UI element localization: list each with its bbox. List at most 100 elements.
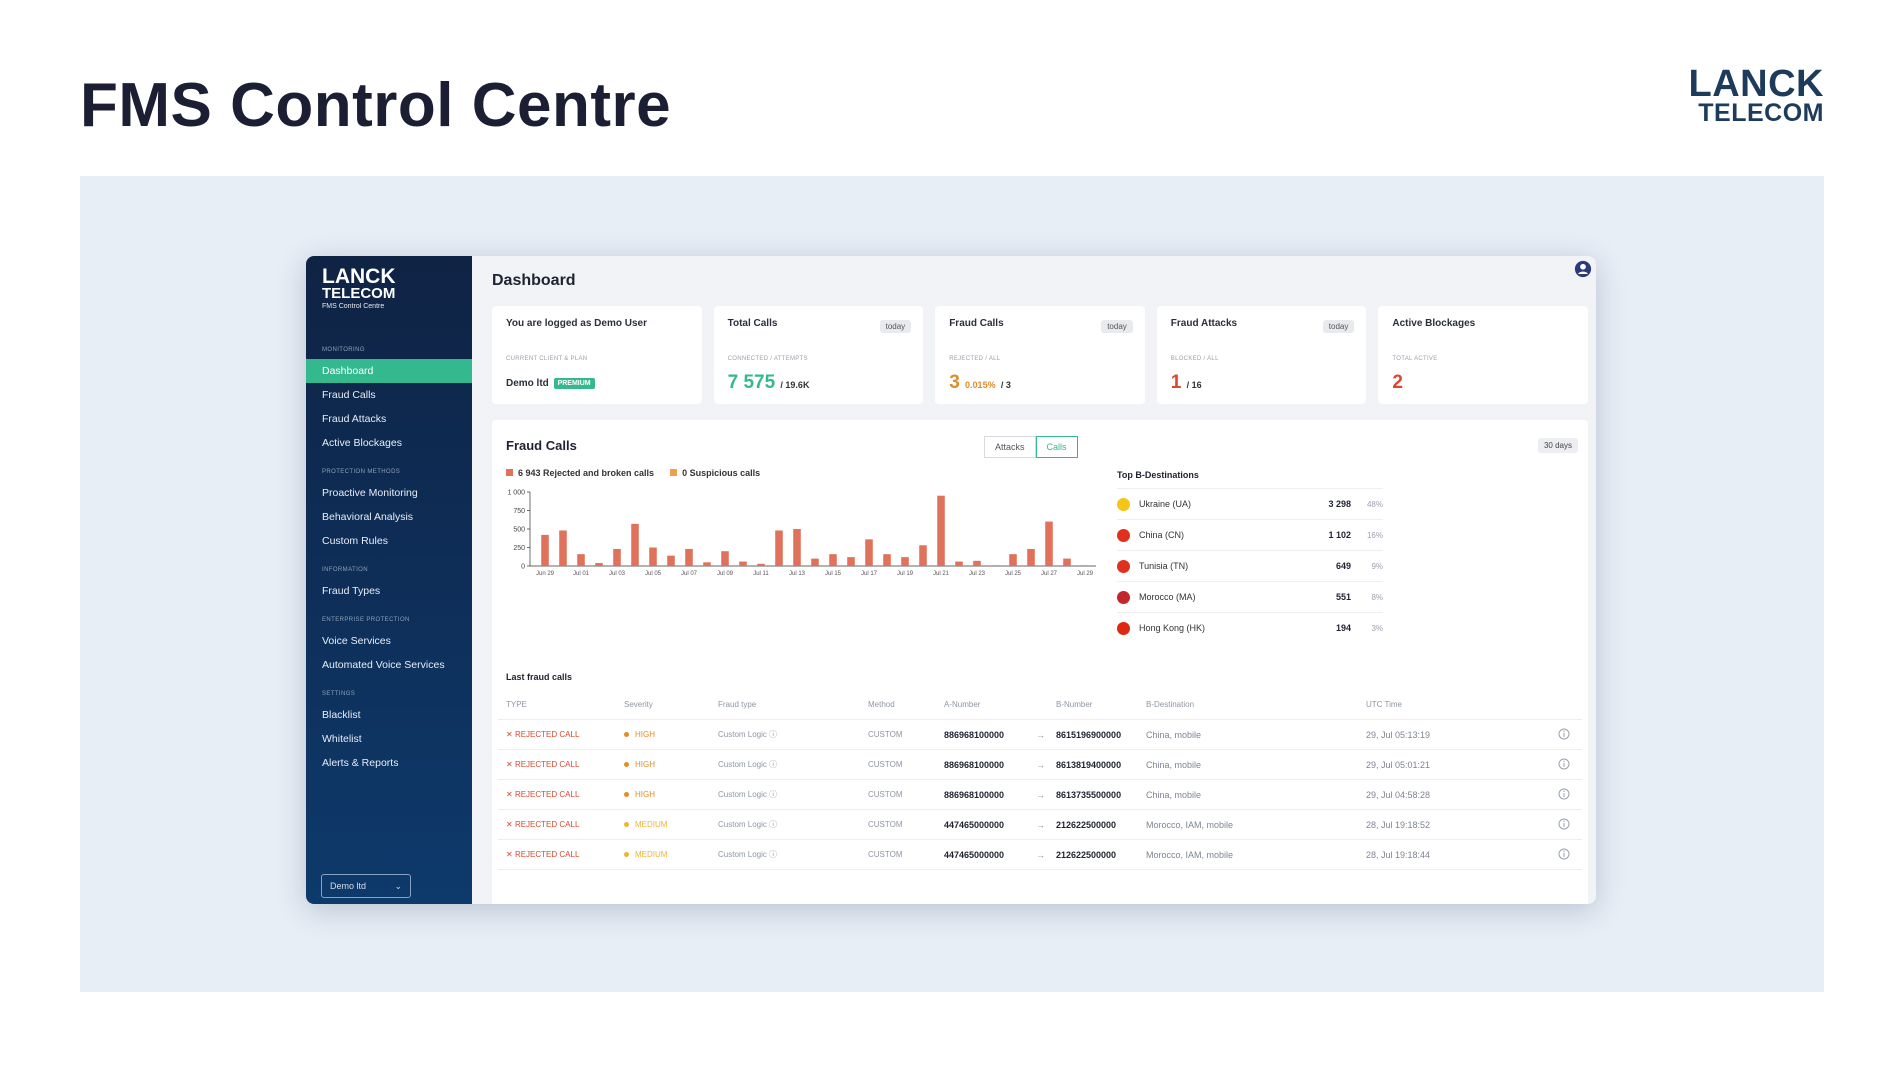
info-icon[interactable] xyxy=(1558,848,1570,860)
card-attacks-sub: BLOCKED / ALL xyxy=(1170,356,1219,362)
row-method: CUSTOM xyxy=(868,820,903,829)
toggle-calls-button[interactable]: Calls xyxy=(1035,436,1078,458)
chart-bar xyxy=(829,554,837,566)
destination-country: Hong Kong (HK) xyxy=(1139,623,1206,633)
row-b-number: 212622500000 xyxy=(1056,819,1117,830)
help-icon[interactable]: ⓘ xyxy=(769,820,778,829)
row-severity: HIGH xyxy=(624,790,718,799)
range-button[interactable]: 30 days xyxy=(1537,438,1578,453)
table-row[interactable]: ✕ REJECTED CALL HIGH Custom Logic ⓘ CUSTOM 8… xyxy=(498,720,1582,750)
destination-pct: 16% xyxy=(1366,530,1383,540)
panel-title: Fraud Calls xyxy=(506,438,577,453)
sidebar-item-active-blockages[interactable]: Active Blockages xyxy=(322,436,402,449)
severity-dot xyxy=(624,732,629,738)
user-account-icon[interactable] xyxy=(1574,260,1592,278)
toggle-attacks-button[interactable]: Attacks xyxy=(984,436,1036,458)
card-total-value: 7 575 / 19.6K xyxy=(728,372,810,394)
row-fraud-type-label: Custom Logic xyxy=(718,820,767,829)
sidebar-item-fraud-types[interactable]: Fraud Types xyxy=(322,584,381,597)
card-total-period[interactable]: today xyxy=(879,320,912,333)
row-b-number: 8615196900000 xyxy=(1056,729,1122,740)
col-type: TYPE xyxy=(506,700,527,709)
row-utc-time: 28, Jul 19:18:52 xyxy=(1366,819,1431,830)
info-icon[interactable] xyxy=(1558,818,1570,830)
table-row[interactable]: ✕ REJECTED CALL MEDIUM Custom Logic ⓘ CUSTO… xyxy=(498,840,1582,870)
x-tick-label: Jul 23 xyxy=(969,571,986,577)
col-b-destination: B-Destination xyxy=(1146,700,1195,709)
destination-count: 649 xyxy=(1335,561,1351,571)
sidebar-item-behavioral-analysis[interactable]: Behavioral Analysis xyxy=(322,510,414,523)
col-fraud-type: Fraud type xyxy=(718,700,757,709)
card-attacks-period[interactable]: today xyxy=(1322,320,1355,333)
legend-swatch-rejected xyxy=(506,469,513,476)
top-destinations-title: Top B-Destinations xyxy=(1117,470,1199,480)
chart-bar xyxy=(739,561,747,566)
help-icon[interactable]: ⓘ xyxy=(769,760,778,769)
sidebar-item-alerts-reports[interactable]: Alerts & Reports xyxy=(322,756,399,769)
card-total-title: Total Calls xyxy=(727,318,778,329)
row-severity: MEDIUM xyxy=(624,850,718,859)
sidebar-item-blacklist[interactable]: Blacklist xyxy=(322,708,361,721)
table-row[interactable]: ✕ REJECTED CALL HIGH Custom Logic ⓘ CUSTOM 8… xyxy=(498,750,1582,780)
total-rest: / 19.6K xyxy=(780,380,810,390)
last-fraud-calls-title: Last fraud calls xyxy=(506,672,573,682)
sidebar-item-proactive-monitoring[interactable]: Proactive Monitoring xyxy=(322,486,418,499)
sidebar-item-whitelist[interactable]: Whitelist xyxy=(322,732,362,745)
card-fraud-title: Fraud Calls xyxy=(949,318,1004,329)
legend-rejected: 6 943 Rejected and broken calls xyxy=(506,468,654,478)
x-tick-label: Jul 13 xyxy=(789,571,806,577)
sidebar-item-custom-rules[interactable]: Custom Rules xyxy=(322,534,388,547)
chart-bar xyxy=(955,561,963,566)
legend-suspicious: 0 Suspicious calls xyxy=(670,468,760,478)
x-tick-label: Jul 01 xyxy=(573,571,590,577)
fraud-value: 3 xyxy=(949,372,960,393)
sidebar-section-monitoring: MONITORING xyxy=(322,346,365,353)
chevron-down-icon: ⌄ xyxy=(394,881,402,891)
x-tick-label: Jun 29 xyxy=(536,571,555,577)
row-fraud-type: Custom Logic ⓘ xyxy=(718,819,868,830)
row-utc-time: 29, Jul 05:13:19 xyxy=(1366,729,1431,740)
severity-dot xyxy=(624,852,629,858)
sidebar-item-fraud-calls[interactable]: Fraud Calls xyxy=(322,388,376,401)
page-title: Dashboard xyxy=(492,272,576,289)
client-select-value: Demo ltd xyxy=(330,881,367,891)
brand-logo: LANCK TELECOM xyxy=(1689,65,1824,126)
client-name: Demo ltd xyxy=(506,378,549,390)
info-icon[interactable] xyxy=(1558,758,1570,770)
sidebar-item-fraud-attacks[interactable]: Fraud Attacks xyxy=(322,412,387,425)
row-b-number: 8613819400000 xyxy=(1056,759,1122,770)
card-fraud-calls: Fraud Calls today REJECTED / ALL 3 0.015… xyxy=(935,306,1145,404)
info-icon[interactable] xyxy=(1558,728,1570,740)
row-severity-label: MEDIUM xyxy=(635,820,668,829)
help-icon[interactable]: ⓘ xyxy=(769,730,778,739)
card-user-sub: CURRENT CLIENT & PLAN xyxy=(506,356,588,362)
table-row[interactable]: ✕ REJECTED CALL HIGH Custom Logic ⓘ CUSTOM 8… xyxy=(498,780,1582,810)
flag-icon xyxy=(1117,497,1130,511)
card-active-blockages: Active Blockages TOTAL ACTIVE 2 xyxy=(1378,306,1588,404)
row-b-number: 212622500000 xyxy=(1056,849,1117,860)
rejected-call-icon: ✕ xyxy=(506,790,515,799)
chart-bar xyxy=(595,563,603,566)
destination-count: 551 xyxy=(1335,592,1351,602)
sidebar-item-automated-voice-services[interactable]: Automated Voice Services xyxy=(322,658,445,671)
card-user-client: Demo ltd PREMIUM xyxy=(506,378,595,389)
row-type-label: REJECTED CALL xyxy=(514,790,580,799)
destination-country: Morocco (MA) xyxy=(1139,592,1196,602)
chart-bar xyxy=(613,548,621,566)
table-row[interactable]: ✕ REJECTED CALL MEDIUM Custom Logic ⓘ CUSTO… xyxy=(498,810,1582,840)
info-icon[interactable] xyxy=(1558,788,1570,800)
help-icon[interactable]: ⓘ xyxy=(769,790,778,799)
row-fraud-type: Custom Logic ⓘ xyxy=(718,759,868,770)
sidebar-item-dashboard[interactable]: Dashboard xyxy=(306,358,472,383)
flag-icon xyxy=(1117,590,1130,604)
sidebar-item-voice-services[interactable]: Voice Services xyxy=(322,634,391,647)
card-fraud-value: 3 0.015% / 3 xyxy=(949,372,1011,394)
severity-dot xyxy=(624,762,629,768)
destination-pct: 48% xyxy=(1366,499,1383,509)
chart-legend: 6 943 Rejected and broken calls 0 Suspic… xyxy=(506,468,760,478)
card-fraud-period[interactable]: today xyxy=(1101,320,1133,333)
help-icon[interactable]: ⓘ xyxy=(769,850,778,859)
client-select[interactable]: Demo ltd ⌄ xyxy=(321,874,411,898)
row-fraud-type-label: Custom Logic xyxy=(718,790,767,799)
col-a-number: A-Number xyxy=(944,700,981,709)
